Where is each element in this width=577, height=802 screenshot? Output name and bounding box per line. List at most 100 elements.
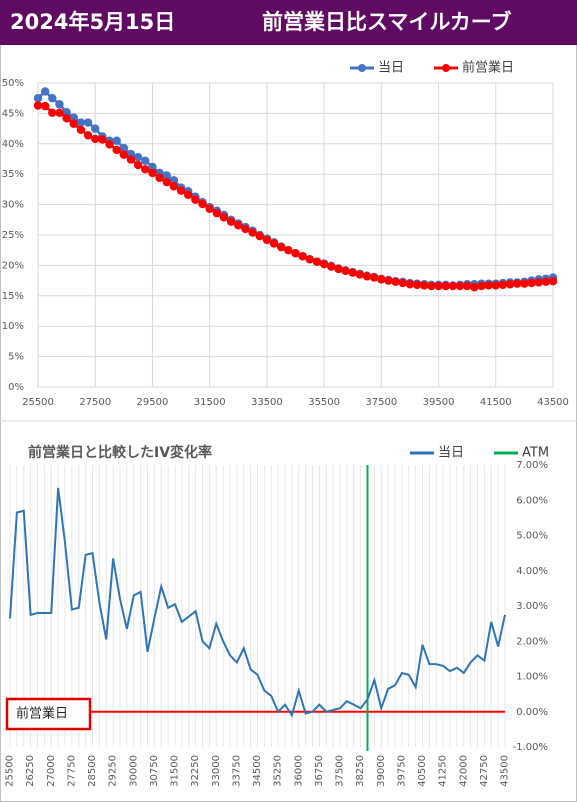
y-tick-label: 1.00% xyxy=(516,672,548,683)
marker xyxy=(455,281,465,291)
x-tick-label: 28500 xyxy=(87,755,98,787)
marker xyxy=(62,107,71,117)
marker xyxy=(255,232,264,241)
x-tick-label: 39000 xyxy=(376,755,387,787)
baseline-label: 前営業日 xyxy=(16,706,68,722)
marker xyxy=(105,140,114,149)
x-tick-label: 27750 xyxy=(66,755,77,787)
y-tick-label: 35% xyxy=(2,169,24,180)
x-tick-label: 35500 xyxy=(308,397,340,408)
marker xyxy=(162,171,171,180)
marker xyxy=(348,268,357,277)
marker xyxy=(126,155,136,164)
marker xyxy=(83,131,93,140)
marker xyxy=(33,101,43,110)
y-tick-label: 10% xyxy=(2,321,24,332)
legend-marker xyxy=(358,64,366,72)
x-tick-label: 38250 xyxy=(355,755,366,787)
legend-label: ATM xyxy=(522,446,549,461)
marker xyxy=(184,190,193,200)
marker xyxy=(305,255,315,264)
marker xyxy=(69,113,78,122)
marker xyxy=(141,165,150,174)
marker xyxy=(427,281,436,291)
x-tick-label: 31500 xyxy=(170,755,181,787)
marker xyxy=(434,281,443,291)
y-tick-label: 3.00% xyxy=(516,601,548,612)
y-tick-label: 40% xyxy=(2,139,24,150)
marker xyxy=(341,266,350,276)
x-tick-label: 33000 xyxy=(211,755,222,787)
marker xyxy=(384,276,393,285)
marker xyxy=(55,108,64,117)
marker xyxy=(420,281,429,290)
marker xyxy=(55,100,64,109)
x-tick-label: 27500 xyxy=(79,397,111,408)
y-tick-label: 30% xyxy=(2,200,24,211)
marker xyxy=(162,177,171,187)
y-tick-label: -1.00% xyxy=(513,742,548,753)
marker xyxy=(33,94,43,103)
marker xyxy=(219,213,229,222)
marker xyxy=(112,136,121,145)
marker xyxy=(169,176,179,185)
marker xyxy=(83,118,93,127)
y-tick-label: 6.00% xyxy=(516,495,548,506)
x-tick-label: 30000 xyxy=(128,755,139,787)
marker xyxy=(48,108,57,117)
marker xyxy=(133,160,143,170)
marker xyxy=(212,208,222,218)
x-tick-label: 29250 xyxy=(108,755,119,787)
series-line xyxy=(9,487,506,718)
marker xyxy=(276,242,286,252)
x-tick-label: 34500 xyxy=(252,755,263,787)
x-tick-label: 33750 xyxy=(231,755,242,787)
marker xyxy=(470,283,479,292)
marker xyxy=(534,278,543,287)
plot-border xyxy=(37,82,554,388)
marker xyxy=(412,280,422,290)
legend-label: 前営業日 xyxy=(462,60,514,76)
marker xyxy=(76,125,86,135)
legend-label: 当日 xyxy=(378,61,404,76)
marker xyxy=(513,279,522,288)
y-tick-label: 4.00% xyxy=(516,566,548,577)
x-tick-label: 25500 xyxy=(22,397,54,408)
x-tick-label: 35250 xyxy=(273,755,284,787)
marker xyxy=(369,273,379,282)
marker xyxy=(269,239,279,248)
marker xyxy=(355,270,365,279)
marker xyxy=(377,275,386,284)
marker xyxy=(541,277,551,287)
marker xyxy=(319,259,329,269)
x-tick-label: 43500 xyxy=(500,755,511,787)
legend-marker xyxy=(442,64,451,72)
marker xyxy=(362,272,372,281)
marker xyxy=(76,118,86,127)
marker xyxy=(234,221,243,230)
header-date: 2024年5月15日 xyxy=(10,10,175,34)
marker xyxy=(119,150,129,159)
chart-title: 前営業日と比較したIV変化率 xyxy=(28,444,212,461)
marker xyxy=(226,217,236,226)
marker xyxy=(398,278,407,288)
marker xyxy=(148,168,157,178)
x-tick-label: 36000 xyxy=(293,755,304,787)
legend-label: 当日 xyxy=(438,446,464,461)
marker xyxy=(520,279,529,288)
y-tick-label: 0.00% xyxy=(516,707,548,718)
x-tick-label: 39750 xyxy=(396,755,407,787)
y-tick-label: 0% xyxy=(8,382,24,393)
baseline-label-box xyxy=(5,697,92,731)
marker xyxy=(155,173,164,183)
marker xyxy=(262,235,272,245)
marker xyxy=(169,182,179,191)
x-tick-label: 37500 xyxy=(335,755,346,787)
header-title: 前営業日比スマイルカーブ xyxy=(262,10,511,34)
x-tick-label: 41250 xyxy=(438,755,449,787)
x-tick-label: 39500 xyxy=(423,397,455,408)
y-tick-label: 2.00% xyxy=(516,636,548,647)
x-tick-label: 41500 xyxy=(480,397,512,408)
